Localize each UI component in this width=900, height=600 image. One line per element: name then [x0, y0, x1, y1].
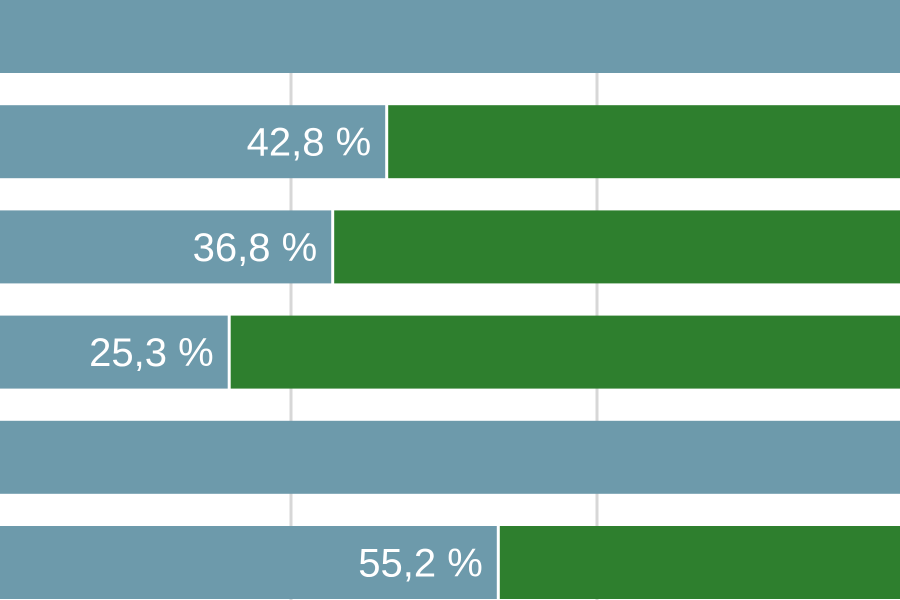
bar-primary-2	[0, 105, 386, 179]
bar-secondary-4	[230, 315, 900, 389]
bar-labels: 42,8 % 36,8 % 25,3 % 55,2 %	[89, 121, 483, 586]
bar-value-label-2: 42,8 %	[247, 121, 372, 165]
bar-secondary-6	[499, 526, 900, 599]
bar-primary-1	[0, 0, 900, 73]
bar-primary-3	[0, 210, 332, 284]
bar-secondary-3	[334, 210, 900, 284]
bar-primary-6	[0, 526, 497, 599]
bar-primary-4	[0, 315, 228, 389]
bar-primary-5	[0, 420, 900, 494]
bar-value-label-4: 25,3 %	[89, 331, 214, 375]
bar-value-label-3: 36,8 %	[193, 226, 318, 270]
gridlines	[289, 0, 599, 600]
bar-value-label-6: 55,2 %	[358, 542, 483, 586]
bar-secondary-2	[388, 105, 900, 179]
